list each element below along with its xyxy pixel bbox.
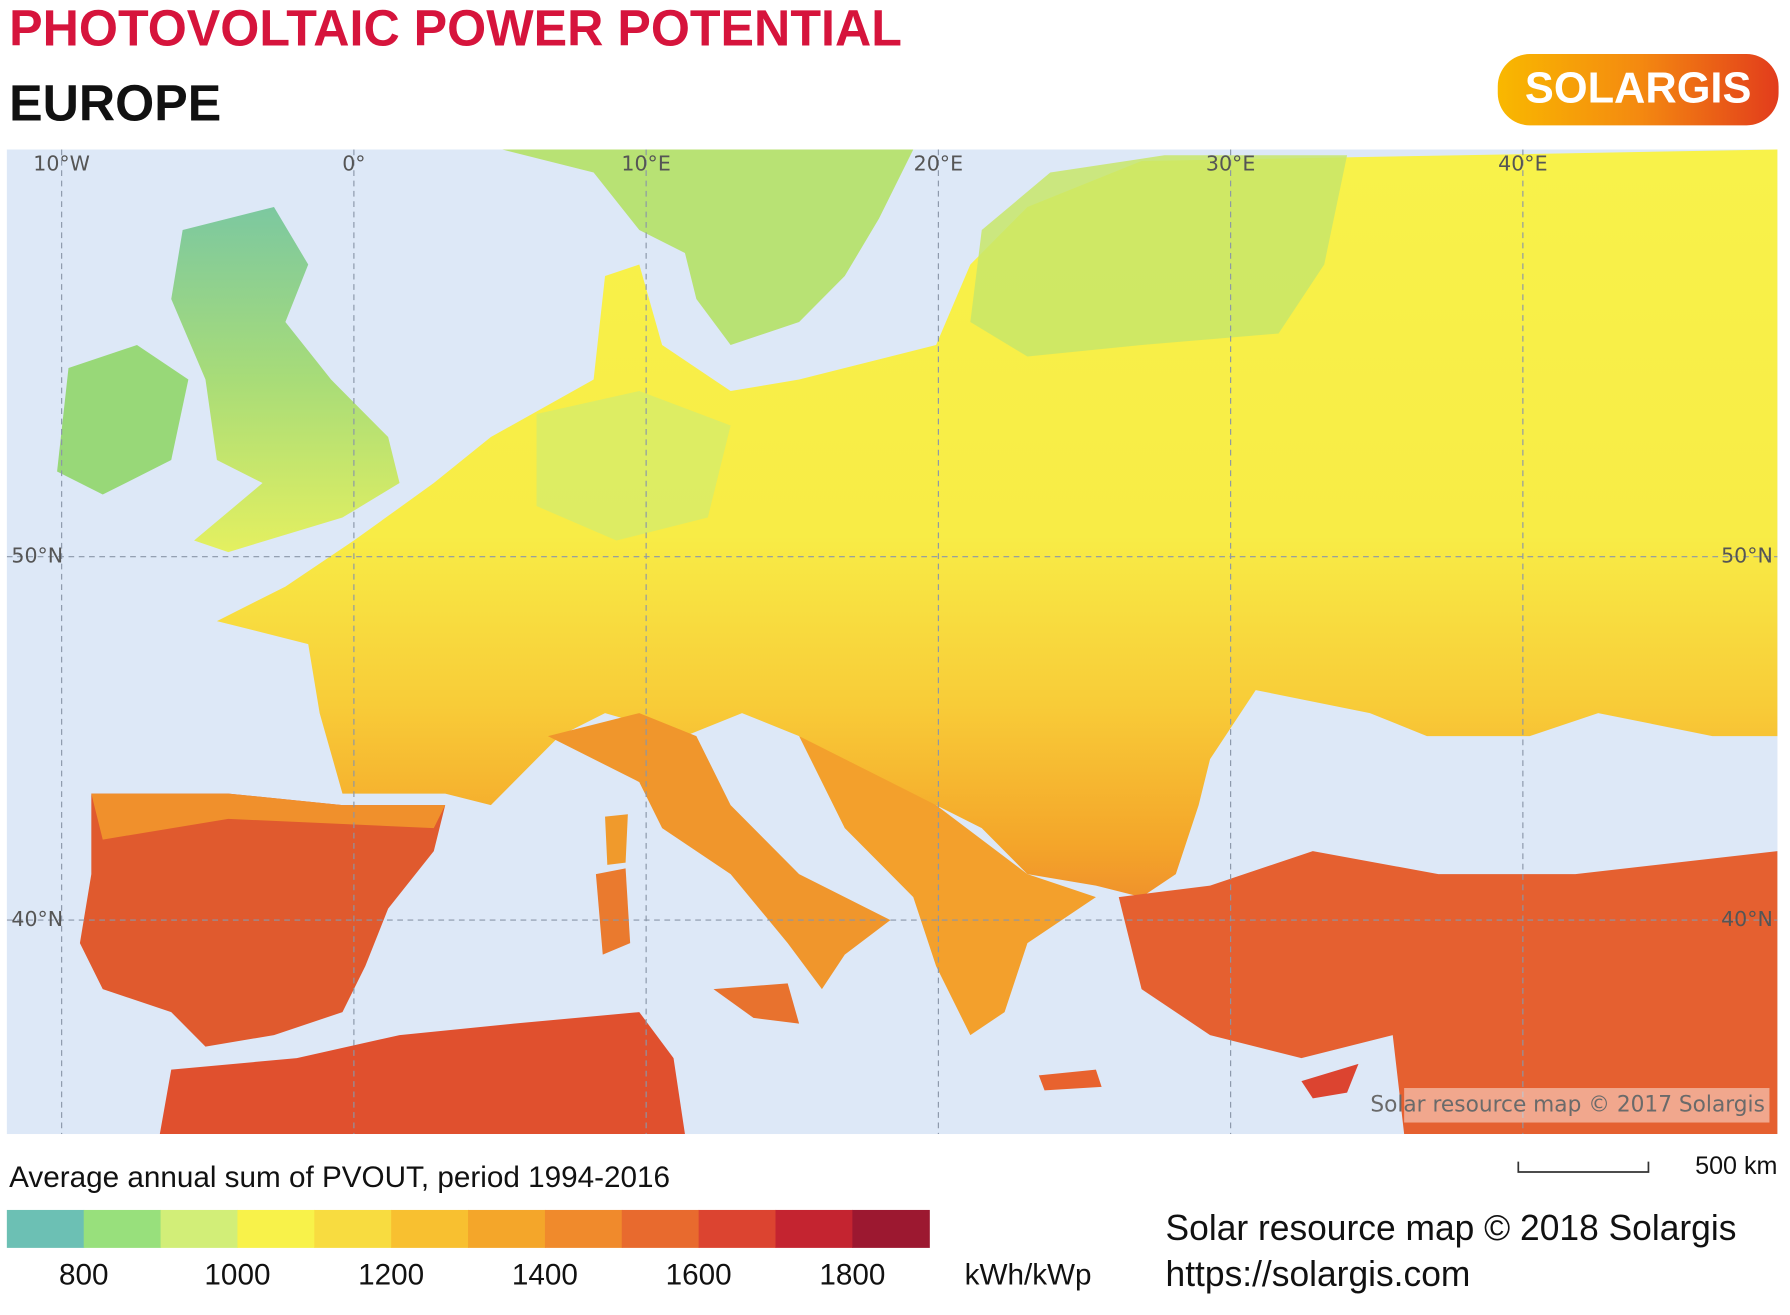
legend-swatch — [6, 1209, 85, 1248]
graticule — [6, 149, 1778, 1135]
land-crete — [1038, 1069, 1102, 1091]
legend-swatch — [544, 1209, 623, 1248]
legend-swatch — [468, 1209, 546, 1248]
land-turkey — [1118, 851, 1778, 1135]
legend-swatch — [237, 1209, 315, 1248]
legend-tick-label: 1800 — [819, 1258, 885, 1291]
legend-swatch — [160, 1209, 239, 1248]
legend-swatch — [775, 1209, 853, 1248]
land-corsica — [605, 814, 628, 865]
scale-bar — [1517, 1161, 1650, 1173]
legend-swatch — [621, 1209, 700, 1248]
longitude-label: 10°W — [33, 151, 90, 175]
latitude-label: 40°N — [11, 907, 63, 931]
longitude-label: 30°E — [1206, 151, 1255, 175]
longitude-label: 10°E — [621, 151, 670, 175]
legend-tick-label: 1200 — [358, 1258, 424, 1291]
land-baltic — [970, 155, 1348, 357]
land-balkans — [799, 736, 1096, 1036]
watermark-bg — [1404, 1088, 1770, 1123]
legend: 800 1000 1200 1400 1600 1800 — [6, 1209, 930, 1292]
legend-swatch — [698, 1209, 777, 1248]
land-lowlands — [536, 391, 731, 541]
land-mainland — [216, 149, 1778, 898]
land-sardinia — [595, 868, 631, 955]
latitude-label: 50°N — [11, 544, 63, 568]
legend-tick-label: 1000 — [204, 1258, 270, 1291]
legend-swatch — [314, 1209, 392, 1248]
legend-swatch — [391, 1209, 469, 1248]
land-italy — [547, 713, 891, 990]
legend-swatch — [852, 1209, 930, 1248]
subtitle: EUROPE — [9, 74, 221, 131]
longitude-label: 40°E — [1498, 151, 1547, 175]
url: https://solargis.com — [1166, 1254, 1471, 1294]
longitude-label: 20°E — [914, 151, 963, 175]
legend-title: Average annual sum of PVOUT, period 1994… — [9, 1161, 670, 1194]
land-cyprus — [1301, 1063, 1359, 1099]
title: PHOTOVOLTAIC POWER POTENTIAL — [9, 0, 902, 57]
logo-text: SOLARGIS — [1525, 64, 1752, 112]
map: 10°W 0° 10°E 20°E 30°E 40°E 50°N 50°N 40… — [6, 149, 1778, 1135]
legend-swatch — [83, 1209, 162, 1248]
land-north-africa — [159, 1012, 685, 1135]
legend-tick-label: 1400 — [512, 1258, 578, 1291]
logo-badge — [1497, 54, 1779, 126]
land-scandinavia — [502, 149, 914, 346]
latitude-label: 40°N — [1721, 907, 1773, 931]
longitude-label: 0° — [342, 151, 365, 175]
land-ireland — [57, 345, 189, 495]
credit: Solar resource map © 2018 Solargis — [1166, 1208, 1737, 1248]
scale-bar-label: 500 km — [1695, 1152, 1777, 1180]
watermark: Solar resource map © 2017 Solargis — [1370, 1092, 1765, 1117]
legend-tick-label: 1600 — [666, 1258, 732, 1291]
latitude-label: 50°N — [1721, 544, 1773, 568]
legend-tick-label: 800 — [59, 1258, 109, 1291]
legend-unit: kWh/kWp — [965, 1258, 1092, 1291]
land-iberia-north — [91, 793, 446, 840]
land-sicily — [713, 983, 800, 1024]
